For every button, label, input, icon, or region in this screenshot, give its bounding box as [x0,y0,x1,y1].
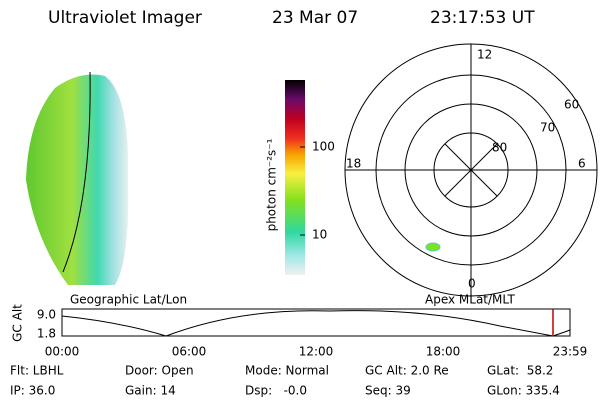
x-tick-label: 23:59 [553,345,588,359]
x-tick-label: 12:00 [299,345,334,359]
status-field: Door: Open [125,364,194,378]
lat-label: 60 [564,98,579,112]
x-tick-label: 18:00 [426,345,461,359]
y-tick-label: 1.8 [37,327,56,341]
mlt-label: 18 [346,157,361,171]
colorbar [285,80,305,275]
y-label: GC Alt [11,304,25,342]
time: 23:17:53 UT [430,8,535,28]
status-field: GC Alt: 2.0 Re [365,364,449,378]
mlt-label: 0 [468,277,476,291]
status-field: Seq: 39 [365,384,411,398]
y-tick-label: 9.0 [37,308,56,322]
mlt-label: 12 [477,48,492,62]
altitude-frame [61,308,571,337]
altitude-curve [61,310,571,337]
lat-label: 80 [492,141,507,155]
terminator [62,71,91,273]
date: 23 Mar 07 [272,8,358,28]
polar-grid [344,43,598,297]
status-field: Dsp: -0.0 [245,384,307,398]
colorbar-tick-label: 10 [312,228,327,242]
status-field: Mode: Normal [245,364,329,378]
title: Ultraviolet Imager [48,8,202,28]
status-field: Flt: LBHL [10,364,64,378]
caption: Apex MLat/MLT [425,293,515,307]
x-tick-label: 00:00 [45,345,80,359]
mlt-label: 6 [578,157,586,171]
status-field: IP: 36.0 [10,384,55,398]
caption: Geographic Lat/Lon [70,293,187,307]
colorbar-tick-label: 100 [312,140,335,154]
status-field: Gain: 14 [125,384,176,398]
auroral-spot [425,242,441,252]
auroral-image [26,74,129,285]
x-tick-label: 06:00 [172,345,207,359]
status-field: GLat: 58.2 [487,364,553,378]
colorbar-label: photon cm⁻²s⁻¹ [265,138,279,231]
lat-label: 70 [540,121,555,135]
status-field: GLon: 335.4 [487,384,560,398]
